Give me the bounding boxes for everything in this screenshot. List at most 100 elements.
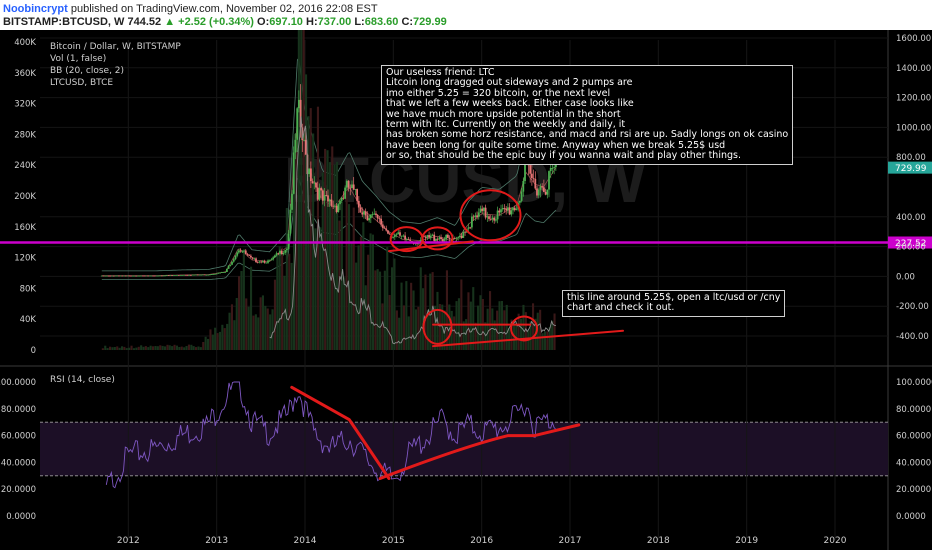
candle-body xyxy=(123,275,125,277)
candle-body xyxy=(270,259,273,261)
candle-body xyxy=(130,275,132,277)
chart-area[interactable]: BTCUSD, W 227.52 729.99 2012 2013 2014 2015 2… xyxy=(0,30,932,550)
candle-body xyxy=(265,262,268,264)
candle-body xyxy=(299,99,302,128)
annotations xyxy=(290,189,624,480)
left-tick-label: 160K xyxy=(14,223,36,233)
candle-body xyxy=(104,275,107,277)
publish-line: Noobincrypt published on TradingView.com… xyxy=(3,3,378,15)
legend-main[interactable]: Bitcoin / Dollar, W, BITSTAMP xyxy=(50,42,181,52)
candle-body xyxy=(378,218,381,220)
volume-bar xyxy=(477,305,480,350)
candle-body xyxy=(154,275,156,277)
volume-bar xyxy=(128,347,131,350)
volume-bar xyxy=(553,313,556,350)
candle-body xyxy=(296,108,299,140)
right-tick-label: 1200.00 xyxy=(896,94,931,104)
candle-body xyxy=(263,261,266,263)
volume-bar xyxy=(161,345,164,350)
legend-ltc[interactable]: LTCUSD, BTCE xyxy=(50,78,114,88)
candle-body xyxy=(443,239,446,242)
candle-body xyxy=(184,274,187,276)
candle-body xyxy=(373,213,376,215)
candle-body xyxy=(491,217,494,220)
volume-bar xyxy=(197,346,200,350)
candle-body xyxy=(202,274,204,276)
candle-body xyxy=(243,250,245,252)
candle-body xyxy=(347,180,350,188)
candle-body xyxy=(136,275,139,277)
annotation-circle xyxy=(510,315,539,342)
open-value: 697.10 xyxy=(269,16,303,28)
volume-bar xyxy=(548,327,551,350)
candle-body xyxy=(274,255,276,258)
volume-bar xyxy=(388,295,391,350)
volume-bar xyxy=(307,116,310,350)
candle-body xyxy=(400,235,403,237)
volume-bar xyxy=(218,331,221,350)
volume-bar xyxy=(393,258,396,350)
volume-bar xyxy=(510,319,513,350)
legend-rsi[interactable]: RSI (14, close) xyxy=(50,375,115,385)
volume-bar xyxy=(140,345,143,350)
volume-bar xyxy=(125,348,128,350)
author-link[interactable]: Noobincrypt xyxy=(3,3,68,15)
volume-bar xyxy=(414,309,417,350)
volume-bars xyxy=(101,30,556,351)
volume-bar xyxy=(180,346,183,350)
volume-bar xyxy=(484,322,487,350)
note-ltc[interactable]: Our useless friend: LTC Litcoin long drag… xyxy=(381,65,794,165)
note-line[interactable]: this line around 5.25$, open a ltc/usd o… xyxy=(562,290,786,317)
candle-body xyxy=(241,251,244,253)
rsi-line xyxy=(105,381,557,489)
candle-body xyxy=(102,275,105,277)
volume-bar xyxy=(235,298,238,350)
volume-bar xyxy=(281,247,284,350)
main-line-3: that we left a few weeks back. Either ca… xyxy=(386,98,634,110)
volume-bar xyxy=(493,320,496,350)
volume-bar xyxy=(142,346,145,350)
legend-vol[interactable]: Vol (1, false) xyxy=(50,54,107,64)
rsi-right-tick-label: 80.0000 xyxy=(896,405,931,415)
candle-body xyxy=(308,168,310,174)
volume-bar xyxy=(453,316,456,350)
candle-body xyxy=(255,258,257,262)
candle-body xyxy=(198,274,201,276)
volume-bar xyxy=(491,308,494,350)
volume-bar xyxy=(278,246,281,350)
volume-bar xyxy=(529,321,532,350)
candle-body xyxy=(205,274,208,276)
volume-bar xyxy=(156,346,159,350)
candle-body xyxy=(383,227,386,229)
candle-body xyxy=(179,275,182,276)
candle-body xyxy=(262,261,264,263)
volume-bar xyxy=(362,222,365,350)
volume-bar xyxy=(130,345,133,350)
candle-body xyxy=(459,235,461,237)
candle-body xyxy=(395,234,398,236)
volume-bar xyxy=(223,328,226,350)
price-level-line: 227.52 729.99 xyxy=(0,161,932,249)
candle-body xyxy=(371,214,374,215)
candle-body xyxy=(267,260,269,263)
volume-bar xyxy=(109,346,112,350)
rsi-right-tick-label: 100.0000 xyxy=(896,378,932,388)
open-label: O: xyxy=(257,16,270,28)
candle-body xyxy=(402,235,405,237)
candle-body xyxy=(311,181,314,184)
x-tick-label: 2020 xyxy=(824,536,847,546)
candle-body xyxy=(294,139,297,153)
candle-body xyxy=(477,212,480,217)
volume-bar xyxy=(498,301,501,350)
right-tick-label: 200.00 xyxy=(896,243,926,253)
candle-body xyxy=(522,181,525,192)
main-line-1: Litcoin long dragged out sideways and 2 … xyxy=(386,77,633,89)
candle-body xyxy=(423,235,425,237)
candle-body xyxy=(224,272,227,273)
candle-body xyxy=(116,275,119,277)
candle-body xyxy=(438,237,441,240)
volume-bar xyxy=(230,304,233,350)
legend-bb[interactable]: BB (20, close, 2) xyxy=(50,66,125,76)
volume-bar xyxy=(259,297,262,350)
candle-body xyxy=(515,208,518,211)
